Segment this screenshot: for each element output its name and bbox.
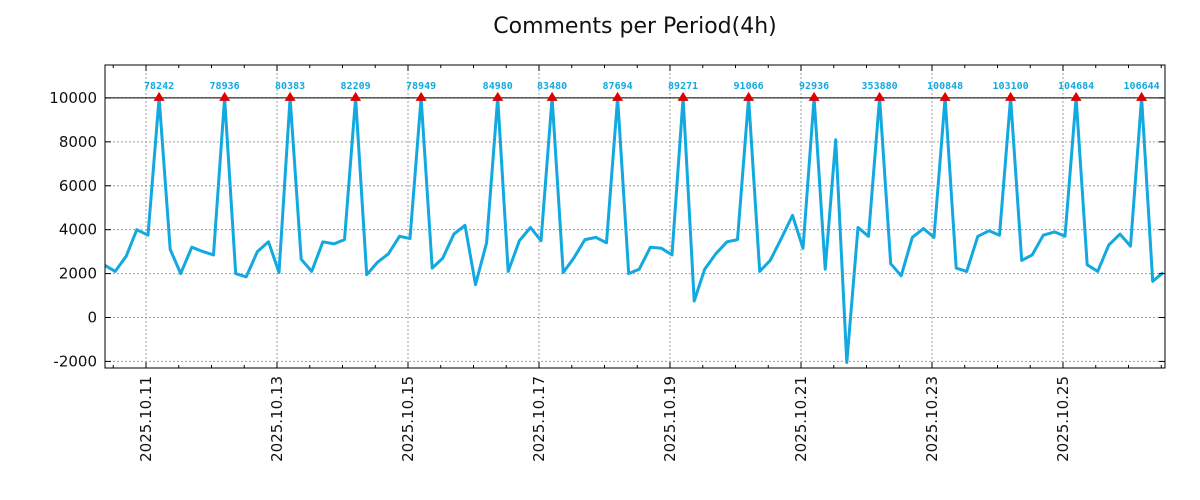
peak-marker xyxy=(808,91,820,101)
y-tick-label: 2000 xyxy=(59,265,97,283)
peak-marker xyxy=(939,91,951,101)
y-tick-label: 10000 xyxy=(49,89,97,107)
peak-marker xyxy=(153,91,165,101)
peak-marker xyxy=(350,91,362,101)
peak-label: 82209 xyxy=(341,81,371,92)
peak-label: 78242 xyxy=(144,81,174,92)
x-tick-label: 2025.10.15 xyxy=(399,376,417,462)
peak-marker xyxy=(546,91,558,101)
peak-label: 78936 xyxy=(210,81,240,92)
chart-title: Comments per Period(4h) xyxy=(493,14,777,39)
x-tick-label: 2025.10.17 xyxy=(530,376,548,462)
peak-annotations: 78242 78936 80383 82209 78949 84980 83480 87694… xyxy=(144,81,1160,92)
grid xyxy=(105,65,1165,368)
x-tick-label: 2025.10.25 xyxy=(1054,376,1072,462)
x-tick-label: 2025.10.11 xyxy=(137,376,155,462)
peak-label: 91066 xyxy=(734,81,764,92)
peak-marker xyxy=(743,91,755,101)
y-tick-label: 8000 xyxy=(59,133,97,151)
peak-label: 89271 xyxy=(668,81,698,92)
peak-label: 100848 xyxy=(927,81,963,92)
y-tick-label: 4000 xyxy=(59,221,97,239)
peak-label: 80383 xyxy=(275,81,305,92)
peak-marker xyxy=(492,91,504,101)
x-tick-label: 2025.10.19 xyxy=(661,376,679,462)
x-tick-label: 2025.10.13 xyxy=(268,376,286,462)
peak-marker xyxy=(284,91,296,101)
peak-marker xyxy=(1070,91,1082,101)
y-tick-label: 0 xyxy=(87,309,97,327)
peak-label: 87694 xyxy=(603,81,633,92)
peak-marker xyxy=(677,91,689,101)
peak-label: 83480 xyxy=(537,81,567,92)
axes: -2000 0 2000 4000 6000 8000 10000 2025.10.11 202… xyxy=(49,64,1166,462)
peak-label: 84980 xyxy=(483,81,513,92)
peak-marker xyxy=(1005,91,1017,101)
series-line-comments xyxy=(105,96,1165,364)
peak-marker xyxy=(1136,91,1148,101)
peak-marker xyxy=(612,91,624,101)
peak-label: 353880 xyxy=(862,81,898,92)
peak-marker xyxy=(415,91,427,101)
peak-label: 106644 xyxy=(1124,81,1160,92)
peak-label: 78949 xyxy=(406,81,436,92)
series xyxy=(105,96,1165,364)
x-tick-label: 2025.10.23 xyxy=(923,376,941,462)
plot-frame xyxy=(104,64,1166,369)
y-tick-label: 6000 xyxy=(59,177,97,195)
y-tick-label: -2000 xyxy=(53,352,97,370)
x-tick-label: 2025.10.21 xyxy=(792,376,810,462)
peak-marker xyxy=(219,91,231,101)
peak-label: 92936 xyxy=(799,81,829,92)
peak-label: 104684 xyxy=(1058,81,1094,92)
peak-marker xyxy=(874,91,886,101)
peak-label: 103100 xyxy=(993,81,1029,92)
peak-markers xyxy=(153,91,1148,101)
